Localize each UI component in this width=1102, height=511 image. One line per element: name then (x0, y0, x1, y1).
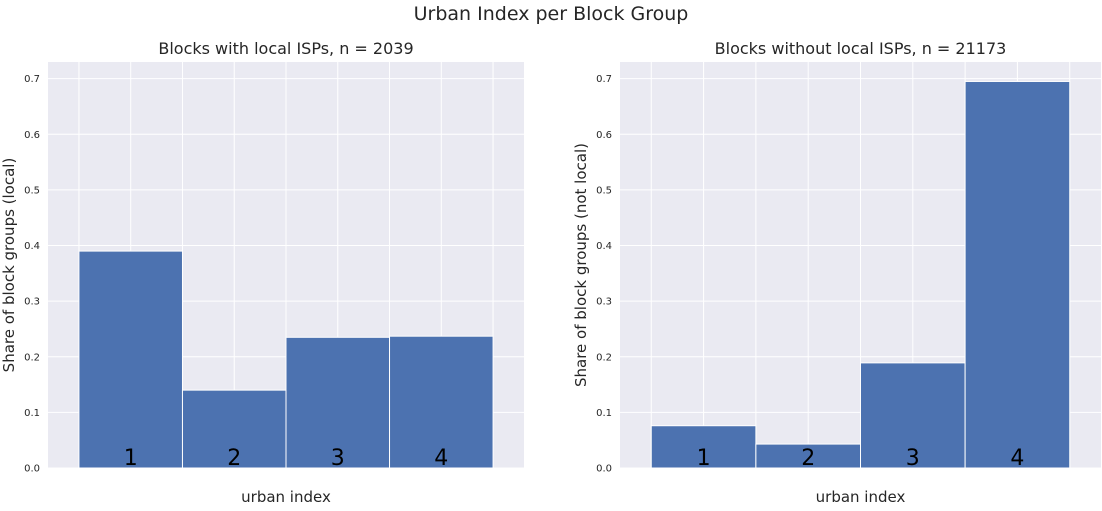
y-tick-label: 0.5 (596, 185, 612, 196)
y-tick-label: 0.4 (596, 241, 612, 252)
x-axis-label: urban index (816, 488, 906, 506)
chart-title: Blocks with local ISPs, n = 2039 (158, 39, 413, 58)
y-tick-label: 0.0 (24, 464, 40, 475)
bar-category-label: 3 (331, 446, 345, 471)
bar-2 (181, 389, 287, 469)
bar-3 (860, 362, 966, 469)
y-axis-label: Share of block groups (local) (0, 158, 18, 373)
bar-4 (389, 335, 494, 469)
y-tick-label: 0.2 (596, 352, 612, 363)
y-tick-label: 0.0 (596, 464, 612, 475)
bar-category-label: 1 (124, 446, 138, 471)
chart-1: 0.0 0.1 0.2 0.3 0.4 0.5 0.6 0.7 1 2 3 4 Blocks with … (0, 39, 524, 506)
y-tick-label: 0.3 (24, 297, 40, 308)
y-tick-label: 0.1 (596, 408, 612, 419)
bar-category-label: 4 (434, 446, 448, 471)
chart-2: 0.0 0.1 0.2 0.3 0.4 0.5 0.6 0.7 1 2 3 4 Blocks witho… (572, 39, 1101, 506)
y-tick-label: 0.4 (24, 241, 40, 252)
bar-category-label: 2 (801, 446, 815, 471)
y-tick-label: 0.6 (24, 130, 40, 141)
y-tick-label: 0.5 (24, 185, 40, 196)
bar-1 (78, 250, 183, 469)
y-axis-label: Share of block groups (not local) (572, 143, 590, 387)
chart-title: Blocks without local ISPs, n = 21173 (715, 39, 1007, 58)
y-tick-label: 0.2 (24, 352, 40, 363)
bar-3 (285, 336, 391, 469)
y-tick-label: 0.3 (596, 297, 612, 308)
y-tick-label: 0.1 (24, 408, 40, 419)
bar-1 (650, 425, 757, 469)
x-axis-label: urban index (241, 488, 331, 506)
y-tick-label: 0.6 (596, 130, 612, 141)
bar-category-label: 2 (227, 446, 241, 471)
y-tick-label: 0.7 (24, 74, 40, 85)
bar-category-label: 4 (1010, 446, 1024, 471)
bar-category-label: 1 (697, 446, 711, 471)
y-tick-label: 0.7 (596, 74, 612, 85)
figure-title: Urban Index per Block Group (413, 3, 689, 25)
bar-category-label: 3 (906, 446, 920, 471)
bar-4 (964, 80, 1071, 469)
